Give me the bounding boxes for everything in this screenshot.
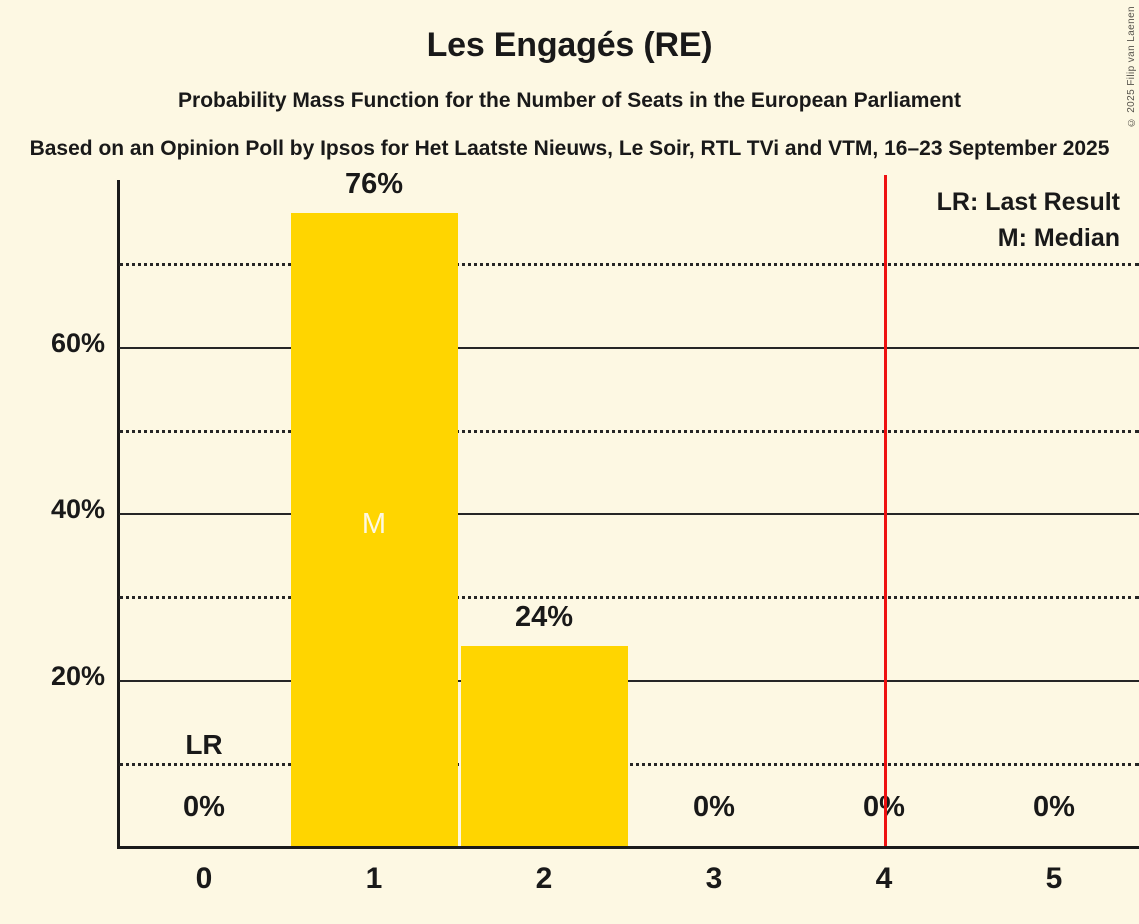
bar-value-label: 0% [693, 791, 735, 823]
page-title: Les Engagés (RE) [426, 26, 713, 64]
x-tick-label: 5 [1045, 862, 1063, 895]
y-tick-label: 60% [50, 327, 105, 358]
gridline-major [119, 346, 1139, 349]
gridline-minor [119, 596, 1139, 600]
copyright-notice: © 2025 Filip van Laenen [1126, 6, 1137, 128]
bar-value-label: 0% [183, 791, 225, 823]
x-tick-label: 2 [535, 862, 553, 895]
y-tick-label: 40% [50, 494, 105, 524]
gridline-major [119, 679, 1139, 682]
legend-item-last-result: LR: Last Result [936, 188, 1120, 216]
gridline-minor [119, 429, 1139, 433]
x-tick-label: 4 [875, 862, 893, 895]
chart-subtitle: Probability Mass Function for the Number… [178, 89, 961, 112]
median-marker-label: M [361, 507, 387, 540]
chart-legend: LR: Last Result M: Median [937, 184, 1120, 256]
y-axis-line [117, 180, 120, 846]
chart-source-line: Based on an Opinion Poll by Ipsos for He… [29, 137, 1110, 160]
x-axis-line [117, 846, 1139, 849]
last-result-line [884, 175, 887, 846]
bar [460, 646, 628, 846]
y-tick-label: 20% [50, 660, 105, 691]
x-tick-label: 1 [365, 862, 383, 895]
x-tick-label: 0 [195, 862, 213, 895]
bar-value-label: 24% [514, 601, 574, 634]
last-result-label: LR [185, 728, 223, 760]
bar-value-label: 0% [1033, 791, 1075, 823]
x-tick-label: 3 [705, 862, 723, 895]
bar-value-label: 0% [799, 791, 969, 824]
gridline-minor [119, 762, 1139, 766]
gridline-minor [119, 263, 1139, 267]
bar-value-label: 76% [344, 168, 404, 201]
legend-item-median: M: Median [997, 224, 1120, 252]
bar [290, 213, 458, 846]
plot-area: 20% 40% 60% 0% 76% M 24% 0% 0% 0% LR [51, 168, 1139, 849]
gridline-major [119, 513, 1139, 515]
